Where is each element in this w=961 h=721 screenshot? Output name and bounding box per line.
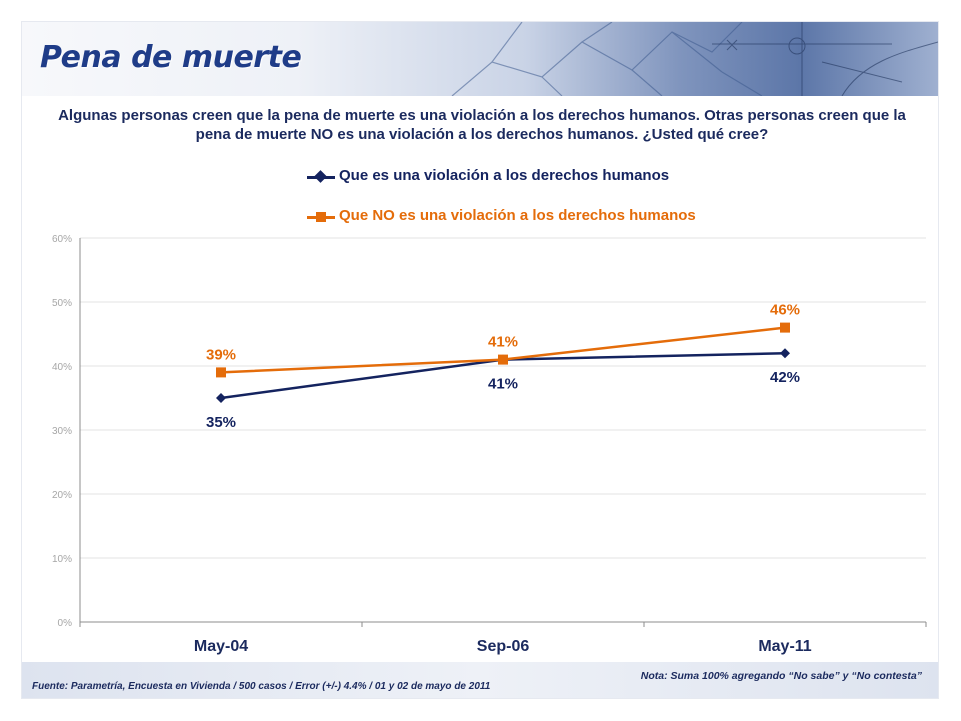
data-label: 42%	[770, 369, 800, 386]
legend-label-series2: Que NO es una violación a los derechos h…	[339, 207, 696, 224]
data-label: 35%	[206, 414, 236, 431]
data-label: 39%	[206, 346, 236, 363]
y-tick-label: 20%	[52, 490, 72, 501]
legend-item-series1: Que es una violación a los derechos huma…	[307, 164, 807, 204]
square-marker-icon	[316, 212, 326, 222]
x-tick-label: May-11	[758, 638, 811, 655]
y-tick-label: 60%	[52, 234, 72, 245]
chart-legend: Que es una violación a los derechos huma…	[307, 164, 807, 244]
y-tick-label: 50%	[52, 298, 72, 309]
footer-bar: Fuente: Parametría, Encuesta en Vivienda…	[22, 662, 938, 698]
y-tick-label: 30%	[52, 426, 72, 437]
slide: Pena de muerte Algunas personas creen qu…	[22, 22, 938, 698]
legend-item-series2: Que NO es una violación a los derechos h…	[307, 204, 807, 244]
y-tick-label: 10%	[52, 554, 72, 565]
x-tick-label: Sep-06	[477, 638, 530, 655]
source-note: Fuente: Parametría, Encuesta en Vivienda…	[32, 681, 491, 692]
page-title: Pena de muerte	[40, 40, 302, 75]
decorative-network-art	[451, 22, 938, 96]
data-point	[498, 354, 508, 365]
data-point	[216, 393, 226, 403]
header-banner: Pena de muerte	[22, 22, 938, 96]
x-tick-label: May-04	[194, 638, 248, 655]
data-label: 41%	[488, 376, 518, 393]
data-label: 46%	[770, 302, 800, 319]
y-tick-label: 0%	[58, 618, 73, 629]
legend-label-series1: Que es una violación a los derechos huma…	[339, 167, 670, 184]
data-label: 41%	[488, 334, 518, 351]
line-chart: 0% 10% 20% 30% 40% 50% 60% May-04 Sep-06 May-11 35…	[52, 234, 927, 655]
survey-question: Algunas personas creen que la pena de mu…	[58, 107, 906, 143]
data-point	[780, 322, 790, 333]
data-point	[780, 348, 790, 359]
y-tick-label: 40%	[52, 362, 72, 373]
data-point	[216, 367, 226, 378]
sum-note: Nota: Suma 100% agregando “No sabe” y “N…	[640, 670, 922, 682]
